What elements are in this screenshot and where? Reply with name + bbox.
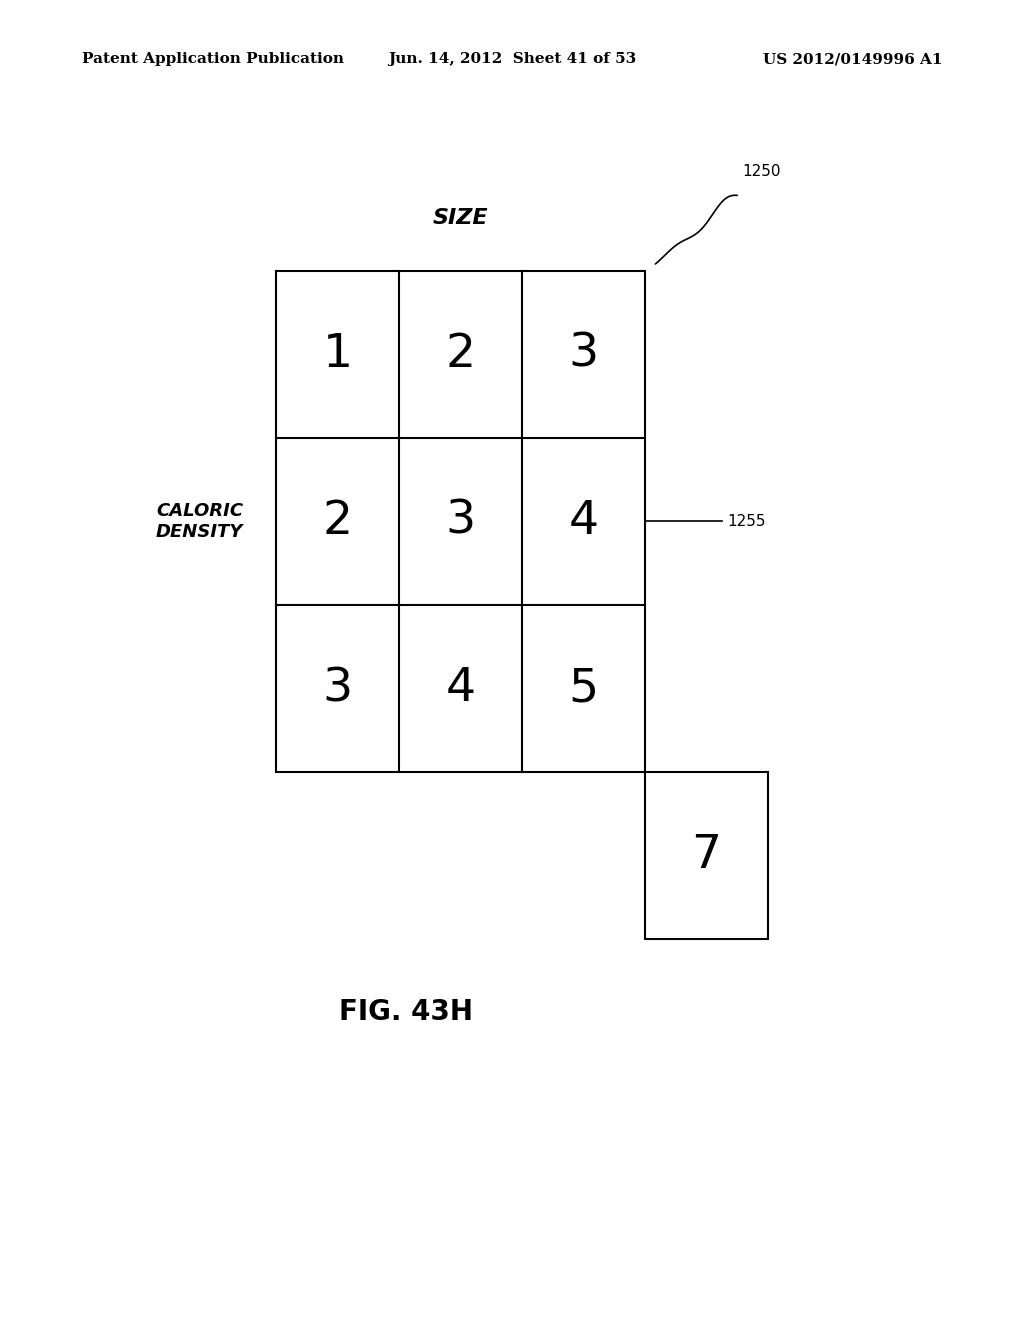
Text: 3: 3: [568, 331, 599, 376]
Text: US 2012/0149996 A1: US 2012/0149996 A1: [763, 53, 942, 66]
Text: 4: 4: [568, 499, 599, 544]
Text: 1255: 1255: [727, 513, 766, 529]
Text: 3: 3: [445, 499, 476, 544]
Text: 2: 2: [323, 499, 353, 544]
Text: Patent Application Publication: Patent Application Publication: [82, 53, 344, 66]
Text: CALORIC
DENSITY: CALORIC DENSITY: [156, 502, 244, 541]
Text: 7: 7: [691, 833, 722, 878]
Text: 1: 1: [323, 331, 353, 376]
Bar: [645, 772, 768, 940]
Text: 5: 5: [568, 667, 599, 711]
Text: Jun. 14, 2012  Sheet 41 of 53: Jun. 14, 2012 Sheet 41 of 53: [388, 53, 636, 66]
Text: 1250: 1250: [742, 164, 781, 180]
Text: 2: 2: [445, 331, 476, 376]
Text: FIG. 43H: FIG. 43H: [339, 998, 472, 1026]
Bar: [276, 271, 645, 772]
Text: 4: 4: [445, 667, 476, 711]
Text: 3: 3: [323, 667, 353, 711]
Text: SIZE: SIZE: [433, 209, 488, 228]
